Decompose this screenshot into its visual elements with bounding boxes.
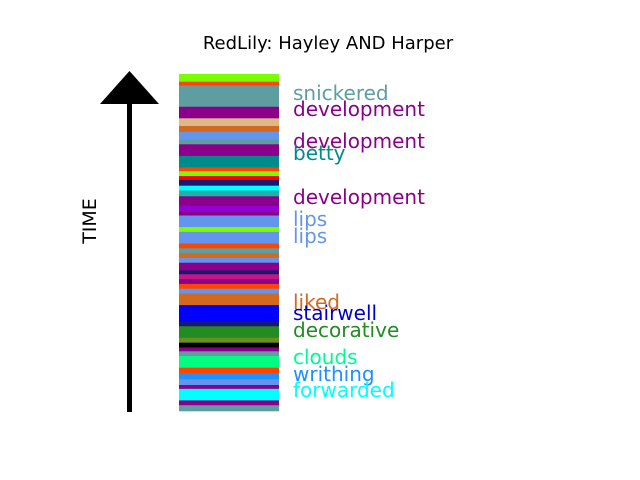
stripe-40: [179, 356, 279, 368]
stripe-24: [179, 253, 279, 259]
stripe-22: [179, 243, 279, 249]
annotation-2: development: [293, 129, 425, 153]
stripe-21: [179, 231, 279, 244]
annotation-1: development: [293, 97, 425, 121]
annotation-3: betty: [293, 141, 346, 165]
stripe-28: [179, 274, 279, 280]
stripe-43: [179, 379, 279, 386]
stripe-15: [179, 190, 279, 197]
stripe-46: [179, 400, 279, 406]
annotation-10: clouds: [293, 345, 358, 369]
stripe-7: [179, 139, 279, 145]
annotation-12: forwarded: [293, 378, 395, 402]
stripe-41: [179, 367, 279, 374]
stripe-19: [179, 215, 279, 228]
stripe-45: [179, 388, 279, 401]
stripe-26: [179, 262, 279, 271]
stripe-30: [179, 283, 279, 290]
time-arrow: [100, 71, 159, 412]
stripe-33: [179, 305, 279, 322]
stripe-9: [179, 155, 279, 168]
stripe-31: [179, 288, 279, 294]
stripe-5: [179, 125, 279, 133]
stripe-42: [179, 373, 279, 380]
stripe-34: [179, 321, 279, 327]
stripe-29: [179, 279, 279, 285]
stripe-3: [179, 106, 279, 119]
stripe-11: [179, 171, 279, 177]
stripe-12: [179, 176, 279, 181]
stripe-2: [179, 85, 279, 108]
annotation-6: lips: [293, 224, 327, 248]
stripe-27: [179, 270, 279, 275]
stripe-6: [179, 131, 279, 140]
stripe-25: [179, 257, 279, 264]
stripe-38: [179, 347, 279, 352]
annotation-11: writhing: [293, 362, 375, 386]
stripe-32: [179, 293, 279, 306]
annotation-5: lips: [293, 207, 327, 231]
time-arrow-shaft: [127, 100, 132, 412]
stripe-0: [179, 74, 279, 82]
time-arrow-head: [100, 71, 159, 104]
stripe-10: [179, 167, 279, 172]
stripe-20: [179, 227, 279, 233]
stripe-18: [179, 211, 279, 216]
stripe-bar: [179, 74, 279, 412]
stripe-36: [179, 337, 279, 343]
stripe-47: [179, 405, 279, 412]
stripe-8: [179, 144, 279, 157]
stripe-17: [179, 205, 279, 212]
annotation-0: snickered: [293, 81, 389, 105]
stripe-16: [179, 196, 279, 207]
time-axis-label: TIME: [79, 198, 101, 245]
stripe-13: [179, 179, 279, 186]
annotation-labels: snickereddevelopmentdevelopmentbettydeve…: [293, 81, 425, 402]
chart-title: RedLily: Hayley AND Harper: [203, 33, 454, 54]
stripe-39: [179, 351, 279, 357]
annotation-8: stairwell: [293, 301, 377, 325]
stripe-44: [179, 385, 279, 390]
stripe-1: [179, 81, 279, 86]
stripe-23: [179, 248, 279, 254]
annotation-9: decorative: [293, 318, 399, 342]
stripe-37: [179, 342, 279, 348]
stripe-14: [179, 185, 279, 191]
stripe-35: [179, 326, 279, 339]
stripe-4: [179, 118, 279, 127]
annotation-7: liked: [293, 290, 340, 314]
annotation-4: development: [293, 185, 425, 209]
